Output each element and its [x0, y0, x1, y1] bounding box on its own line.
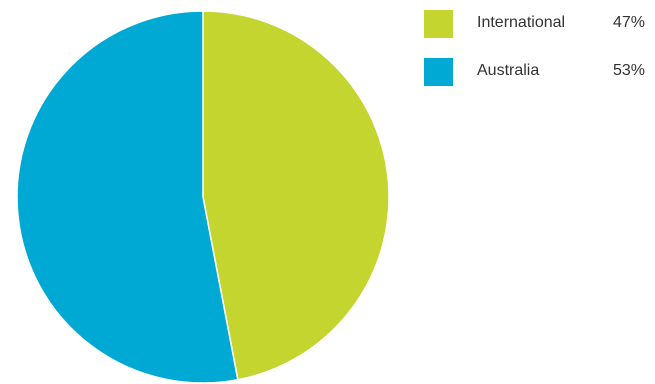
pie-plot: [16, 10, 390, 384]
legend-item-australia: Australia 53%: [424, 58, 655, 86]
legend-swatch-australia: [424, 58, 453, 86]
legend-label-international: International: [477, 14, 566, 31]
legend-swatch-international: [424, 10, 453, 38]
pie-slice-australia: [16, 10, 239, 384]
legend-value-international: 47%: [613, 14, 646, 31]
legend-value-australia: 53%: [613, 62, 646, 79]
legend-label-australia: Australia: [477, 62, 540, 79]
legend: International 47% Australia 53%: [424, 10, 655, 106]
legend-item-international: International 47%: [424, 10, 655, 38]
pie-slice-international: [202, 10, 390, 381]
